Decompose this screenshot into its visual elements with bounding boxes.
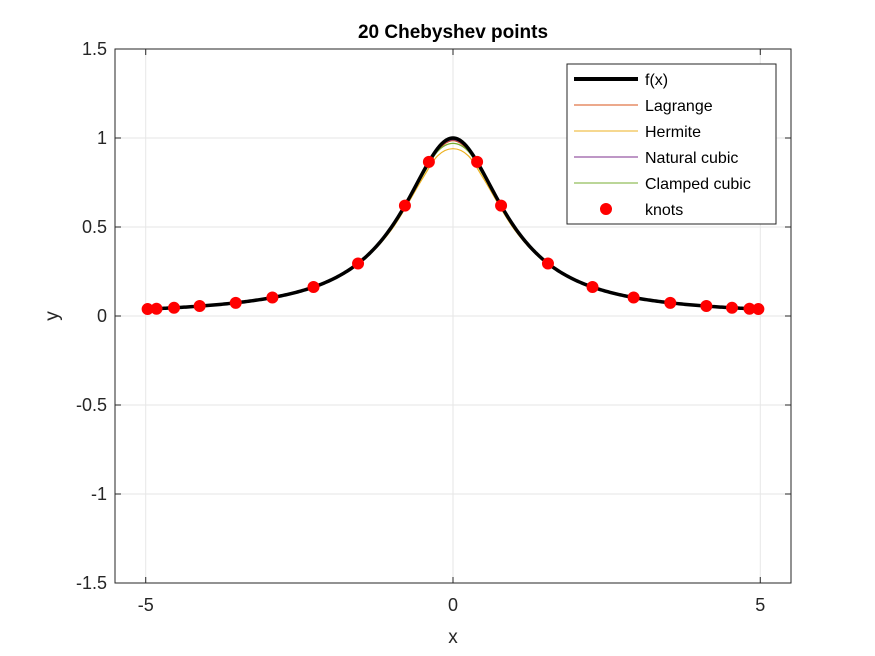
knot-point: [725, 301, 738, 314]
knot-markers: [141, 155, 765, 316]
series-line-f-x: [145, 136, 761, 311]
knot-point: [700, 300, 713, 313]
legend-marker-knots: [600, 203, 612, 215]
legend-label-lagrange: Lagrange: [645, 98, 713, 115]
legend: f(x) Lagrange Hermite Natural cubic Clamped …: [566, 63, 777, 225]
knot-point: [266, 291, 279, 304]
y-tick-label: 1.5: [82, 39, 107, 59]
knot-point: [471, 155, 484, 168]
knot-point: [627, 291, 640, 304]
legend-label-knots: knots: [645, 202, 683, 219]
knot-point: [229, 296, 242, 309]
x-tick-label: 0: [448, 595, 458, 615]
x-tick-label: -5: [138, 595, 154, 615]
y-tick-label: 0.5: [82, 217, 107, 237]
legend-label-f-x: f(x): [645, 72, 668, 89]
knot-point: [541, 257, 554, 270]
knot-point: [422, 155, 435, 168]
knot-point: [495, 199, 508, 212]
legend-label-natural-cubic: Natural cubic: [645, 150, 738, 167]
x-tick-label: 5: [755, 595, 765, 615]
y-tick-label: -0.5: [76, 395, 107, 415]
knot-point: [752, 303, 765, 316]
y-axis-label: y: [42, 311, 63, 321]
y-tick-label: 0: [97, 306, 107, 326]
knot-point: [664, 296, 677, 309]
knot-point: [398, 199, 411, 212]
knot-point: [168, 301, 181, 314]
y-tick-label: -1: [91, 484, 107, 504]
axis-ticks: -5 0 5 -1.5 -1 -0.5 0 0.5 1 1.5: [76, 39, 791, 615]
knot-point: [307, 280, 320, 293]
series-lines: [145, 136, 761, 311]
legend-box: [566, 63, 777, 225]
x-axis-label: x: [448, 627, 458, 648]
knot-point: [150, 302, 163, 315]
chart-title: 20 Chebyshev points: [358, 22, 548, 43]
legend-label-clamped-cubic: Clamped cubic: [645, 176, 751, 193]
knot-point: [352, 257, 365, 270]
knot-point: [586, 280, 599, 293]
knot-point: [193, 300, 206, 313]
legend-label-hermite: Hermite: [645, 124, 701, 141]
y-tick-label: -1.5: [76, 573, 107, 593]
y-tick-label: 1: [97, 128, 107, 148]
